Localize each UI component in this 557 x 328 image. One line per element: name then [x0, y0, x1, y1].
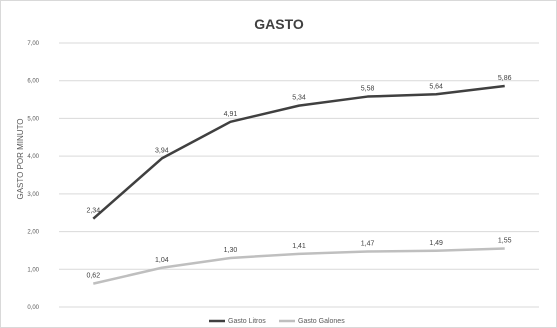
- data-label: 1,47: [361, 241, 375, 248]
- legend-label: Gasto Litros: [228, 318, 266, 325]
- y-axis-label: GASTO POR MINUTO: [16, 118, 25, 199]
- series-group: [93, 86, 504, 284]
- data-label: 1,55: [498, 238, 512, 245]
- y-tick-label: 7,00: [27, 41, 39, 47]
- y-tick-label: 3,00: [27, 192, 39, 198]
- y-tick-label: 6,00: [27, 79, 39, 85]
- data-label: 5,64: [429, 83, 443, 90]
- legend-label: Gasto Galones: [298, 318, 345, 325]
- y-tick-label: 1,00: [27, 267, 39, 273]
- gridlines: [59, 43, 539, 307]
- y-tick-label: 2,00: [27, 230, 39, 236]
- data-label: 3,94: [155, 147, 169, 154]
- data-label: 4,91: [224, 111, 238, 118]
- y-tick-label: 5,00: [27, 116, 39, 122]
- data-label: 2,34: [86, 208, 100, 215]
- y-axis-ticks: 0,00 1,00 2,00 3,00 4,00 5,00 6,00 7,00: [27, 41, 39, 311]
- data-label: 1,49: [429, 240, 443, 247]
- chart-title: GASTO: [254, 16, 304, 32]
- data-label: 5,34: [292, 95, 306, 102]
- series-line-1: [93, 249, 504, 284]
- data-label: 5,86: [498, 75, 512, 82]
- data-label: 0,62: [86, 273, 100, 280]
- data-label: 1,41: [292, 243, 306, 250]
- data-label: 1,30: [224, 247, 238, 254]
- legend: Gasto Litros Gasto Galones: [209, 318, 345, 325]
- y-tick-label: 0,00: [27, 305, 39, 311]
- data-label: 1,04: [155, 257, 169, 264]
- data-label: 5,58: [361, 86, 375, 93]
- y-tick-label: 4,00: [27, 154, 39, 160]
